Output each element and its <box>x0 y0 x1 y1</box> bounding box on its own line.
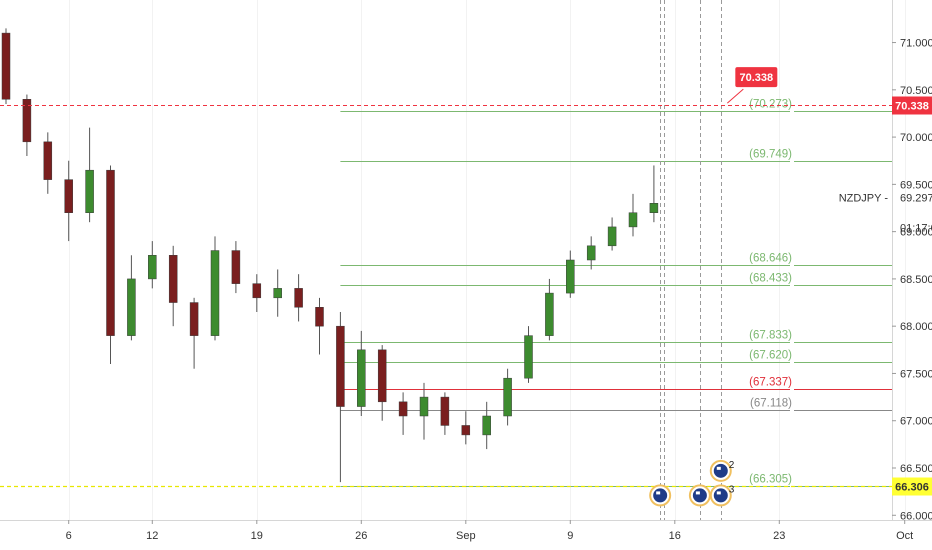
price-tick-label: 69.500 <box>900 179 932 191</box>
candle-up <box>127 278 136 336</box>
flag-icon-union <box>716 491 721 495</box>
flag-icon-union <box>695 491 700 495</box>
time-tick-label: 19 <box>251 530 263 542</box>
candle-down <box>231 250 241 284</box>
price-tick-label: 66.500 <box>900 463 932 475</box>
callout-label: 70.338 <box>739 72 773 84</box>
candle-down <box>189 302 199 336</box>
candle-up <box>357 349 366 407</box>
price-tick-label: 68.500 <box>900 274 932 286</box>
candle-down <box>440 396 450 426</box>
time-tick-label: Oct <box>896 530 913 542</box>
candle-down <box>398 401 408 417</box>
price-tick-label: 70.500 <box>900 85 932 97</box>
candle-down <box>294 288 303 308</box>
candle-up <box>649 203 659 213</box>
price-tick-label: 68.000 <box>900 321 932 333</box>
candle-up <box>524 335 533 379</box>
flag-icon[interactable] <box>713 488 728 503</box>
price-tick-label: 70.000 <box>900 132 932 144</box>
candle-down <box>252 283 262 299</box>
time-tick-label: 6 <box>66 530 72 542</box>
economic-events[interactable]: 32 <box>649 459 735 507</box>
last-price-label: 69.297 <box>900 192 932 204</box>
candle-up <box>628 212 638 228</box>
price-axis-labels: 70.338 NZDJPY - 69.297 01:17:05 66.306 <box>839 96 932 496</box>
level-label: (67.620) <box>749 350 792 362</box>
time-tick-label: 16 <box>669 530 681 542</box>
support-price-tag <box>892 477 932 496</box>
alert-price-label: 70.338 <box>895 101 929 113</box>
candle-down <box>43 141 53 180</box>
time-axis[interactable]: 6 12 19 26 Sep 9 16 23 Oct <box>66 520 914 542</box>
candle-up <box>607 226 617 247</box>
level-label: (70.273) <box>749 99 792 111</box>
alert-callout[interactable]: 70.338 <box>726 67 778 104</box>
level-label: (69.749) <box>749 149 792 161</box>
flag-icon[interactable] <box>692 488 707 503</box>
price-tick-label: 69.000 <box>900 227 932 239</box>
price-tick-label: 71.000 <box>900 38 932 50</box>
level-label: (67.337) <box>749 377 792 389</box>
candle-down <box>315 307 324 327</box>
price-tick-label: 67.500 <box>900 368 932 380</box>
candle-up <box>85 169 94 213</box>
symbol-label: NZDJPY - <box>839 192 889 204</box>
level-label: (67.833) <box>749 330 792 342</box>
event-count: 3 <box>729 484 735 495</box>
callout-box[interactable] <box>735 67 778 88</box>
candle-up <box>273 288 282 299</box>
countdown-label: 01:17:05 <box>900 222 932 234</box>
time-tick-label: 26 <box>355 530 367 542</box>
candle-down <box>461 425 471 436</box>
candle-up <box>566 259 575 294</box>
time-tick-label: 9 <box>567 530 573 542</box>
level-label: (68.433) <box>749 273 792 285</box>
candle-down <box>168 255 178 303</box>
candle-down <box>336 325 345 407</box>
candle-up <box>482 415 491 436</box>
price-tick-label: 67.000 <box>900 416 932 428</box>
callout-pointer <box>726 88 744 104</box>
candle-down <box>377 349 387 403</box>
support-price-label: 66.306 <box>895 482 929 494</box>
price-axis[interactable]: 71.000 70.500 70.000 69.500 69.000 68.500 68.0… <box>892 38 932 523</box>
candle-up <box>545 292 554 336</box>
price-tick-label: 66.000 <box>900 510 932 522</box>
candle-up <box>148 255 157 280</box>
alert-price-tag <box>892 96 932 115</box>
time-tick-label: Sep <box>456 530 476 542</box>
candle-up <box>210 250 220 336</box>
flag-icon[interactable] <box>713 463 728 478</box>
candle-down <box>1 32 11 100</box>
time-tick-label: 23 <box>773 530 785 542</box>
candlestick-series <box>1 28 659 483</box>
time-tick-label: 12 <box>146 530 158 542</box>
level-lines: (70.273) (69.749) (68.646) (68.433) (67.833)… <box>0 99 892 488</box>
flag-icon[interactable] <box>653 488 668 503</box>
event-count: 2 <box>729 460 735 471</box>
candle-down <box>106 169 115 336</box>
candle-up <box>419 396 429 417</box>
level-label: (66.305) <box>749 474 792 486</box>
candle-up <box>503 377 512 417</box>
event-vertical-lines <box>660 0 722 520</box>
candle-up <box>586 245 596 261</box>
level-label: (68.646) <box>749 253 792 265</box>
level-label: (67.118) <box>750 398 792 410</box>
flag-icon-union <box>656 491 661 495</box>
candle-down <box>64 179 73 213</box>
candle-down <box>22 99 32 143</box>
flag-icon-union <box>716 466 721 470</box>
